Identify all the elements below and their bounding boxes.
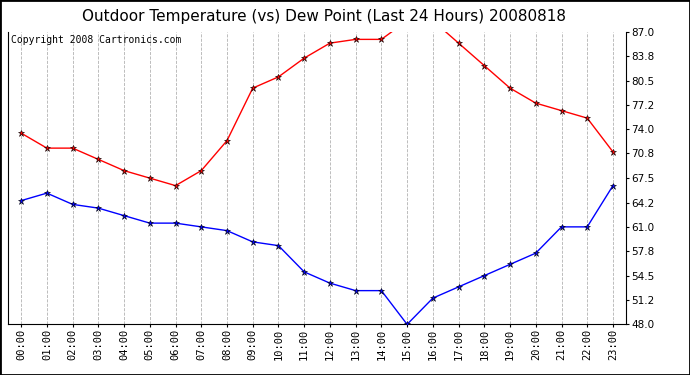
Text: Outdoor Temperature (vs) Dew Point (Last 24 Hours) 20080818: Outdoor Temperature (vs) Dew Point (Last… [82, 9, 566, 24]
Text: Copyright 2008 Cartronics.com: Copyright 2008 Cartronics.com [11, 35, 181, 45]
